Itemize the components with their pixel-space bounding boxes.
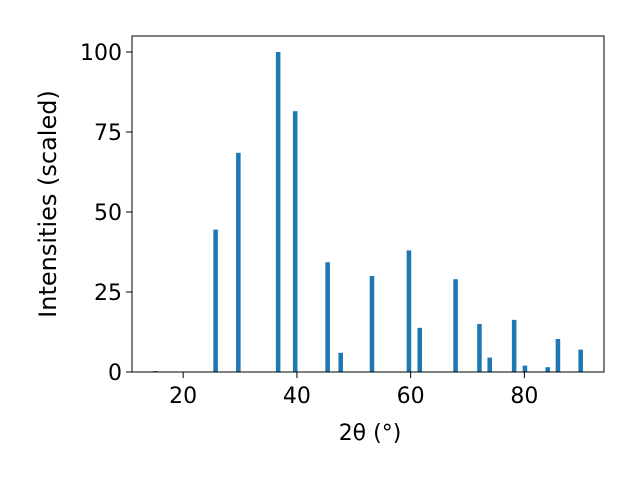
x-axis-label: 2θ (°) [339, 421, 402, 446]
bar [369, 276, 375, 372]
y-tick-label: 0 [108, 361, 122, 386]
bar [338, 352, 343, 372]
bar [511, 319, 517, 372]
y-axis: 0 25 50 75 100 [80, 41, 132, 386]
bar [487, 357, 492, 372]
bar [417, 327, 423, 372]
bar [578, 349, 583, 372]
y-tick-label: 25 [94, 281, 122, 306]
bar [236, 152, 241, 372]
y-axis-label: Intensities (scaled) [34, 90, 62, 318]
bar [545, 367, 550, 372]
y-tick-label: 100 [80, 41, 122, 66]
x-tick-label: 20 [169, 384, 197, 409]
bar [555, 339, 561, 372]
bar [453, 279, 458, 372]
bar [325, 262, 330, 372]
y-tick-label: 50 [94, 201, 122, 226]
bar-series [153, 52, 583, 372]
x-tick-label: 60 [397, 384, 425, 409]
bar [292, 111, 298, 372]
bar [275, 52, 281, 372]
plot-frame [131, 35, 605, 373]
y-tick-label: 75 [94, 121, 122, 146]
x-tick-label: 40 [283, 384, 311, 409]
bar [477, 324, 482, 372]
x-tick-label: 80 [510, 384, 538, 409]
bar [522, 365, 528, 372]
bar [213, 229, 218, 372]
bar [406, 250, 412, 372]
x-axis: 20 40 60 80 [169, 372, 538, 409]
